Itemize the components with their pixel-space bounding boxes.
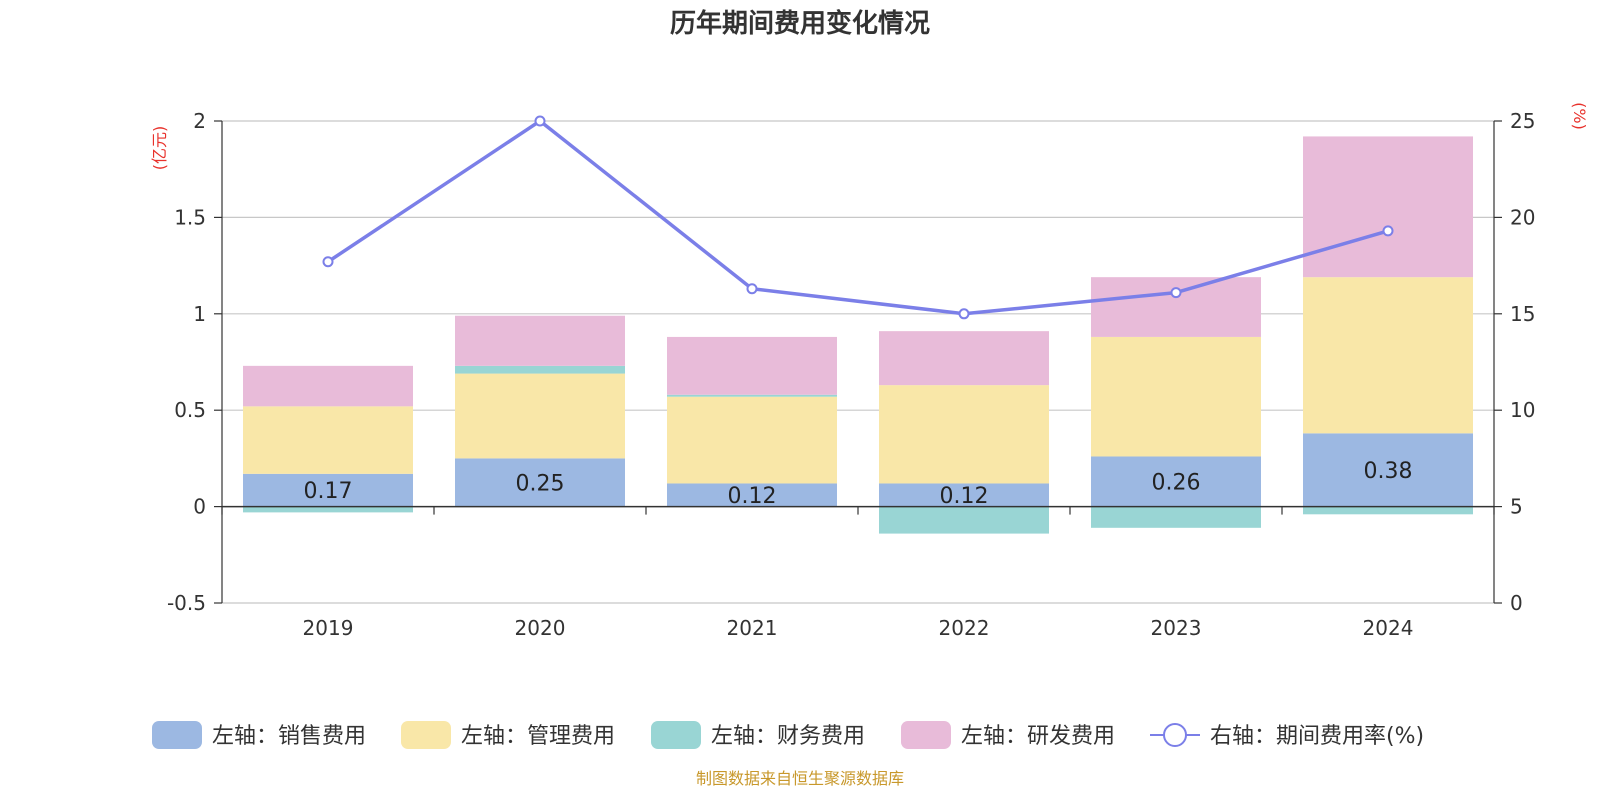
legend-item-rate[interactable]: 右轴：期间费用率(%) (1150, 723, 1424, 749)
legend-label-sales: 左轴：销售费用 (212, 724, 366, 749)
legend-marker (1163, 723, 1187, 747)
bar-rd (243, 365, 413, 407)
bar-rd (455, 315, 625, 366)
rate-point (1170, 287, 1182, 299)
source-note: 制图数据来自恒生聚源数据库 (696, 769, 904, 788)
legend-swatch-sales (152, 721, 202, 749)
rate-point (322, 256, 334, 268)
bar-sales (879, 483, 1049, 507)
right-axis-unit: (%) (1570, 102, 1589, 130)
legend-label-finance: 左轴：财务费用 (711, 724, 865, 749)
rate-point (746, 283, 758, 295)
sales-data-label: 0.25 (516, 472, 565, 497)
sales-data-label: 0.17 (304, 479, 353, 504)
bar-finance (1091, 506, 1261, 528)
legend-swatch-admin (401, 721, 451, 749)
bar-finance (243, 506, 413, 513)
bar-rd (1303, 136, 1473, 278)
bar-finance (879, 506, 1049, 534)
sales-data-label: 0.38 (1364, 459, 1413, 484)
legend-swatch-rd (901, 721, 951, 749)
bar-admin (243, 406, 413, 474)
legend-swatch-finance (651, 721, 701, 749)
sales-data-label: 0.12 (940, 484, 989, 509)
sales-data-label: 0.26 (1152, 471, 1201, 496)
left-axis-tick-label: -0.5 (167, 591, 206, 615)
right-axis-tick-label: 15 (1510, 302, 1535, 326)
x-axis-tick-label: 2021 (727, 616, 778, 640)
bar-sales (1091, 456, 1261, 507)
left-axis-tick-label: 0.5 (174, 398, 206, 422)
legend-label-rate: 右轴：期间费用率(%) (1210, 724, 1424, 749)
bar-finance (1303, 506, 1473, 515)
right-axis-tick-label: 5 (1510, 495, 1523, 519)
left-axis-unit: (亿元) (150, 126, 169, 171)
rate-point (534, 115, 546, 127)
left-axis-tick-label: 1 (193, 302, 206, 326)
bar-sales (455, 458, 625, 507)
legend-label-admin: 左轴：管理费用 (461, 724, 615, 749)
legend-item-finance[interactable]: 左轴：财务费用 (651, 721, 865, 749)
bar-sales (1303, 433, 1473, 507)
legend-label-rd: 左轴：研发费用 (961, 724, 1115, 749)
x-axis-tick-label: 2024 (1363, 616, 1414, 640)
bar-admin (1091, 336, 1261, 457)
x-axis-tick-label: 2020 (515, 616, 566, 640)
bar-rd (879, 331, 1049, 386)
left-axis-tick-label: 1.5 (174, 205, 206, 229)
x-axis-tick-label: 2019 (303, 616, 354, 640)
legend-item-admin[interactable]: 左轴：管理费用 (401, 721, 615, 749)
left-axis-tick-label: 2 (193, 109, 206, 133)
x-axis-tick-label: 2022 (939, 616, 990, 640)
bar-sales (243, 473, 413, 507)
rate-line-series (322, 115, 1394, 320)
legend-item-sales[interactable]: 左轴：销售费用 (152, 721, 366, 749)
rate-line (327, 119, 1389, 316)
right-axis-tick-label: 20 (1510, 205, 1535, 229)
legend-item-rd[interactable]: 左轴：研发费用 (901, 721, 1115, 749)
data-labels: 0.17 0.25 0.12 0.12 0.26 0.38 (304, 459, 1413, 509)
x-axis-tick-label: 2023 (1151, 616, 1202, 640)
bar-rd (667, 336, 837, 395)
right-axis-tick-label: 25 (1510, 109, 1535, 133)
rate-point (1382, 225, 1394, 237)
left-axis-tick-label: 0 (193, 495, 206, 519)
chart-title: 历年期间费用变化情况 (670, 8, 930, 39)
legend: 左轴：销售费用 左轴：管理费用 左轴：财务费用 左轴：研发费用 右轴：期间费用率(%) (152, 721, 1424, 749)
bar-admin (879, 385, 1049, 484)
bar-sales (667, 483, 837, 507)
bar-finance (667, 394, 837, 397)
right-axis-tick-label: 0 (1510, 591, 1523, 615)
sales-data-label: 0.12 (728, 484, 777, 509)
bar-admin (667, 396, 837, 484)
bar-series (243, 136, 1473, 534)
bar-admin (1303, 277, 1473, 434)
bar-admin (455, 373, 625, 459)
bar-finance (455, 365, 625, 374)
right-axis-tick-label: 10 (1510, 398, 1535, 422)
bar-rd (1091, 277, 1261, 337)
rate-point (958, 308, 970, 320)
